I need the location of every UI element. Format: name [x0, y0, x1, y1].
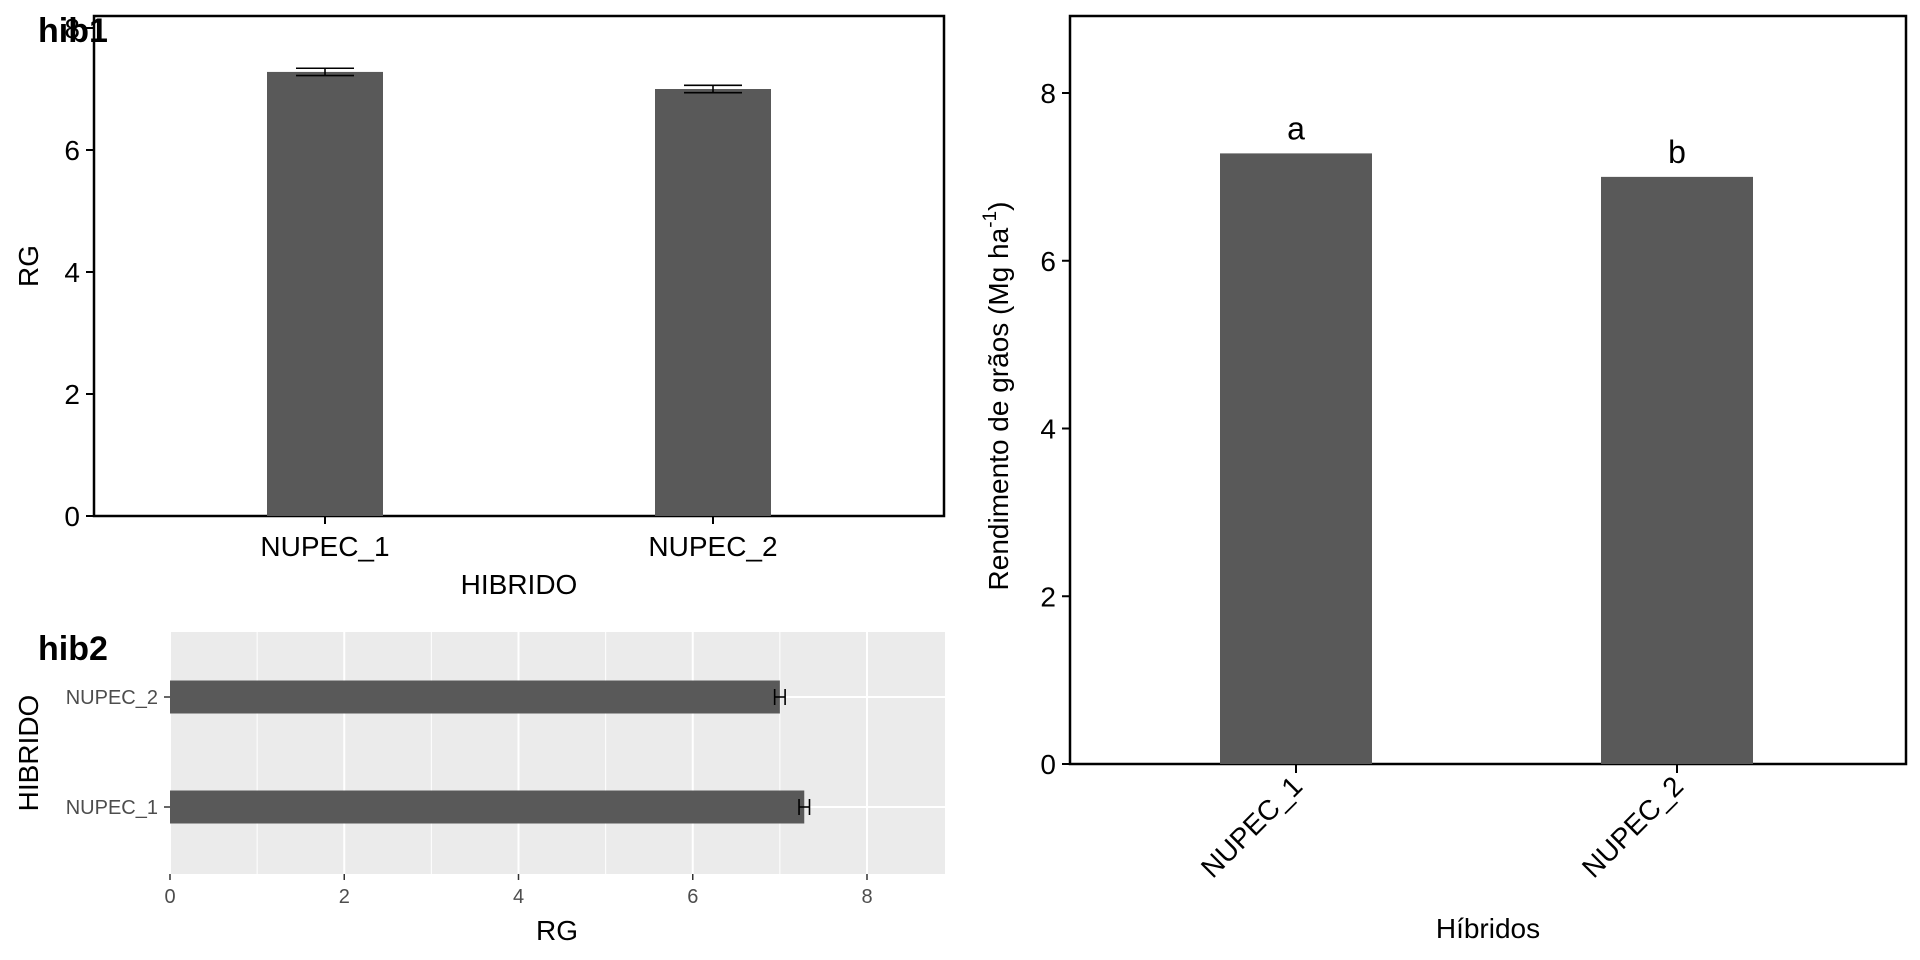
chart-main: a b 0 2 4 6 8 NUPEC_1 NUPEC_2 Híbridos Rendime… [980, 14, 1908, 944]
main-plot-frame [1068, 14, 1908, 766]
main-y-axis-title-suffix: ) [983, 202, 1014, 211]
hib2-x-tick-label: 6 [687, 886, 698, 908]
hib1-panel-tag: hib1 [38, 12, 108, 50]
hib2-error-bar-NUPEC_1 [798, 799, 811, 815]
hib1-bar-NUPEC_1 [267, 71, 383, 517]
hib1-x-tick-label: NUPEC_1 [260, 531, 389, 562]
main-bar-NUPEC_1 [1220, 153, 1372, 764]
hib1-y-tick-label: 4 [64, 257, 80, 288]
chart-hib2: NUPEC_1 NUPEC_2 0 2 4 6 8 hib2 RG HIBRIDO [13, 630, 945, 946]
hib2-bar-NUPEC_2 [170, 680, 780, 714]
main-x-tick-label: NUPEC_2 [1576, 770, 1689, 883]
main-y-axis-title: Rendimento de grãos (Mg ha-1) [980, 202, 1014, 591]
hib1-y-tick-label: 2 [64, 379, 80, 410]
hib1-plot-frame [92, 14, 946, 518]
main-y-axis-title-sup: -1 [980, 211, 1001, 228]
main-x-axis-title: Híbridos [1436, 913, 1540, 944]
main-bar-NUPEC_2 [1601, 176, 1753, 764]
hib2-y-tick-label: NUPEC_2 [66, 687, 158, 709]
hib1-x-axis-title: HIBRIDO [461, 569, 578, 600]
main-y-tick-label: 4 [1040, 414, 1056, 445]
hib2-plot-background [170, 632, 945, 874]
hib2-x-tick-label: 0 [164, 886, 175, 908]
hib2-x-axis-title: RG [536, 915, 578, 946]
hib2-y-axis-title: HIBRIDO [13, 695, 44, 812]
hib2-x-tick-label: 4 [513, 886, 524, 908]
hib2-panel-tag: hib2 [38, 630, 108, 668]
main-y-axis-title-prefix: Rendimento de grãos (Mg ha [983, 227, 1014, 590]
hib2-x-tick-label: 8 [861, 886, 872, 908]
hib1-error-bar-NUPEC_2 [684, 84, 742, 94]
main-x-tick-label: NUPEC_1 [1195, 770, 1308, 883]
hib2-error-bar-NUPEC_2 [773, 689, 786, 705]
main-y-tick-label: 2 [1040, 581, 1056, 612]
hib1-y-tick-label: 8 [64, 13, 80, 44]
main-significance-letter-NUPEC_2: b [1668, 134, 1686, 170]
hib2-x-tick-label: 2 [339, 886, 350, 908]
main-y-tick-label: 6 [1040, 246, 1056, 277]
main-significance-letter-NUPEC_1: a [1287, 110, 1305, 146]
hib1-bar-NUPEC_2 [655, 89, 771, 516]
hib1-y-tick-label: 0 [64, 501, 80, 532]
hib1-x-tick-label: NUPEC_2 [648, 531, 777, 562]
hib1-error-bar-NUPEC_1 [296, 67, 354, 77]
hib2-bar-NUPEC_1 [170, 790, 805, 824]
hib2-y-tick-label: NUPEC_1 [66, 797, 158, 819]
hib1-y-axis-title: RG [13, 245, 44, 287]
main-y-tick-label: 0 [1040, 749, 1056, 780]
main-y-tick-label: 8 [1040, 78, 1056, 109]
chart-hib1: 0 2 4 6 8 NUPEC_1 NUPEC_2 hib1 HIBRIDO RG [13, 12, 946, 600]
hib1-y-tick-label: 6 [64, 135, 80, 166]
